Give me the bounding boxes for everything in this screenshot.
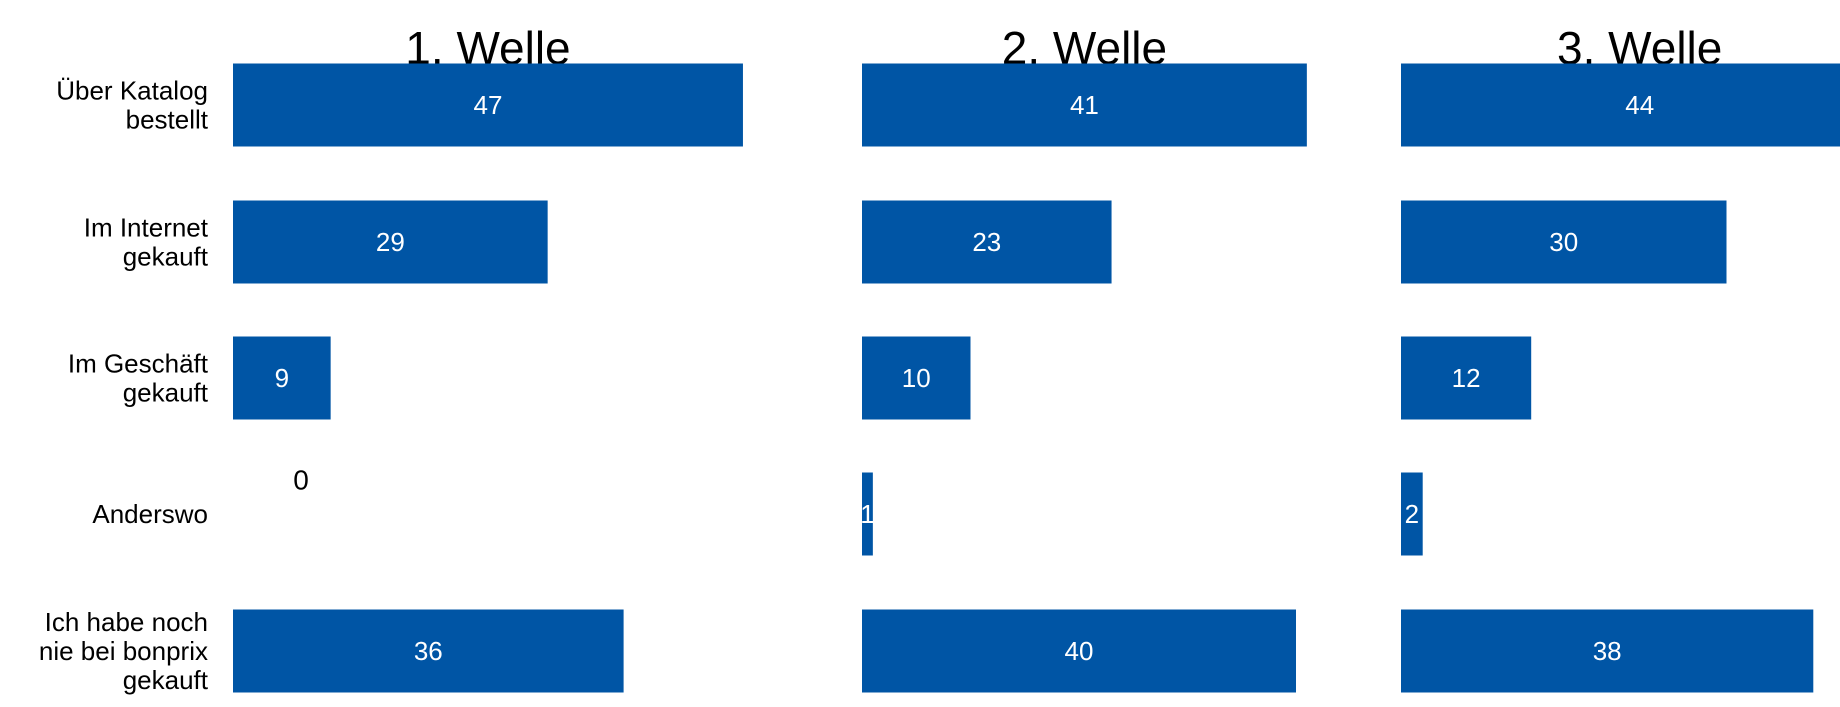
bar	[862, 200, 1112, 284]
data-label: 12	[1452, 363, 1481, 393]
data-label: 41	[1070, 90, 1099, 120]
data-label: 47	[474, 90, 503, 120]
bar	[1401, 336, 1532, 420]
data-label: 36	[414, 636, 443, 666]
category-label: Anderswo	[92, 499, 208, 529]
bar	[862, 336, 971, 420]
bar	[1401, 609, 1814, 693]
data-label: 2	[1405, 499, 1419, 529]
category-label: Über Katalog	[56, 76, 208, 106]
bar	[233, 200, 548, 284]
bar	[1401, 63, 1840, 147]
data-label: 38	[1593, 636, 1622, 666]
category-label: nie bei bonprix	[39, 636, 208, 666]
bar	[862, 63, 1307, 147]
bar	[233, 609, 624, 693]
category-label: gekauft	[123, 242, 209, 272]
bar	[1401, 200, 1727, 284]
data-label: 23	[972, 227, 1001, 257]
category-label: gekauft	[123, 378, 209, 408]
category-label: bestellt	[126, 105, 209, 135]
bar	[233, 63, 743, 147]
category-label: gekauft	[123, 665, 209, 695]
data-label: 10	[902, 363, 931, 393]
bar	[862, 609, 1296, 693]
data-label: 40	[1065, 636, 1094, 666]
bar	[862, 472, 873, 556]
bar	[1401, 472, 1423, 556]
bar	[233, 336, 331, 420]
data-label: 30	[1549, 227, 1578, 257]
data-label: 29	[376, 227, 405, 257]
data-label: 9	[275, 363, 289, 393]
category-label: Ich habe noch	[45, 607, 208, 637]
data-label: 44	[1625, 90, 1654, 120]
category-label: Im Geschäft	[68, 349, 209, 379]
data-label: 0	[293, 465, 309, 496]
category-label: Im Internet	[84, 213, 209, 243]
data-label: 1	[860, 499, 874, 529]
